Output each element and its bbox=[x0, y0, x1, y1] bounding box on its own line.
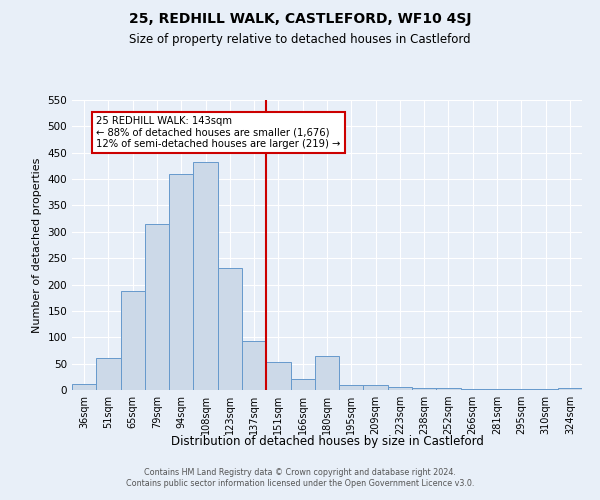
Bar bbox=[315, 356, 339, 390]
Bar bbox=[412, 388, 436, 390]
Bar bbox=[218, 268, 242, 390]
Bar bbox=[72, 384, 96, 390]
Text: Size of property relative to detached houses in Castleford: Size of property relative to detached ho… bbox=[129, 32, 471, 46]
Bar bbox=[169, 174, 193, 390]
Text: 25 REDHILL WALK: 143sqm
← 88% of detached houses are smaller (1,676)
12% of semi: 25 REDHILL WALK: 143sqm ← 88% of detache… bbox=[96, 116, 341, 149]
Bar bbox=[364, 386, 388, 390]
Text: Distribution of detached houses by size in Castleford: Distribution of detached houses by size … bbox=[170, 435, 484, 448]
Text: 25, REDHILL WALK, CASTLEFORD, WF10 4SJ: 25, REDHILL WALK, CASTLEFORD, WF10 4SJ bbox=[129, 12, 471, 26]
Bar bbox=[193, 162, 218, 390]
Bar bbox=[388, 387, 412, 390]
Bar bbox=[533, 389, 558, 390]
Bar bbox=[485, 389, 509, 390]
Bar bbox=[290, 380, 315, 390]
Bar bbox=[339, 384, 364, 390]
Bar bbox=[461, 389, 485, 390]
Bar bbox=[558, 388, 582, 390]
Bar bbox=[436, 388, 461, 390]
Bar bbox=[509, 389, 533, 390]
Y-axis label: Number of detached properties: Number of detached properties bbox=[32, 158, 42, 332]
Bar bbox=[121, 291, 145, 390]
Bar bbox=[242, 341, 266, 390]
Bar bbox=[266, 362, 290, 390]
Bar bbox=[145, 224, 169, 390]
Bar bbox=[96, 358, 121, 390]
Text: Contains HM Land Registry data © Crown copyright and database right 2024.
Contai: Contains HM Land Registry data © Crown c… bbox=[126, 468, 474, 487]
